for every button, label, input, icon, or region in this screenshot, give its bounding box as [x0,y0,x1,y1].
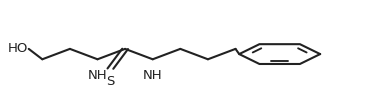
Text: NH: NH [143,69,163,82]
Text: S: S [106,75,114,88]
Text: HO: HO [8,42,28,55]
Text: NH: NH [88,69,107,82]
